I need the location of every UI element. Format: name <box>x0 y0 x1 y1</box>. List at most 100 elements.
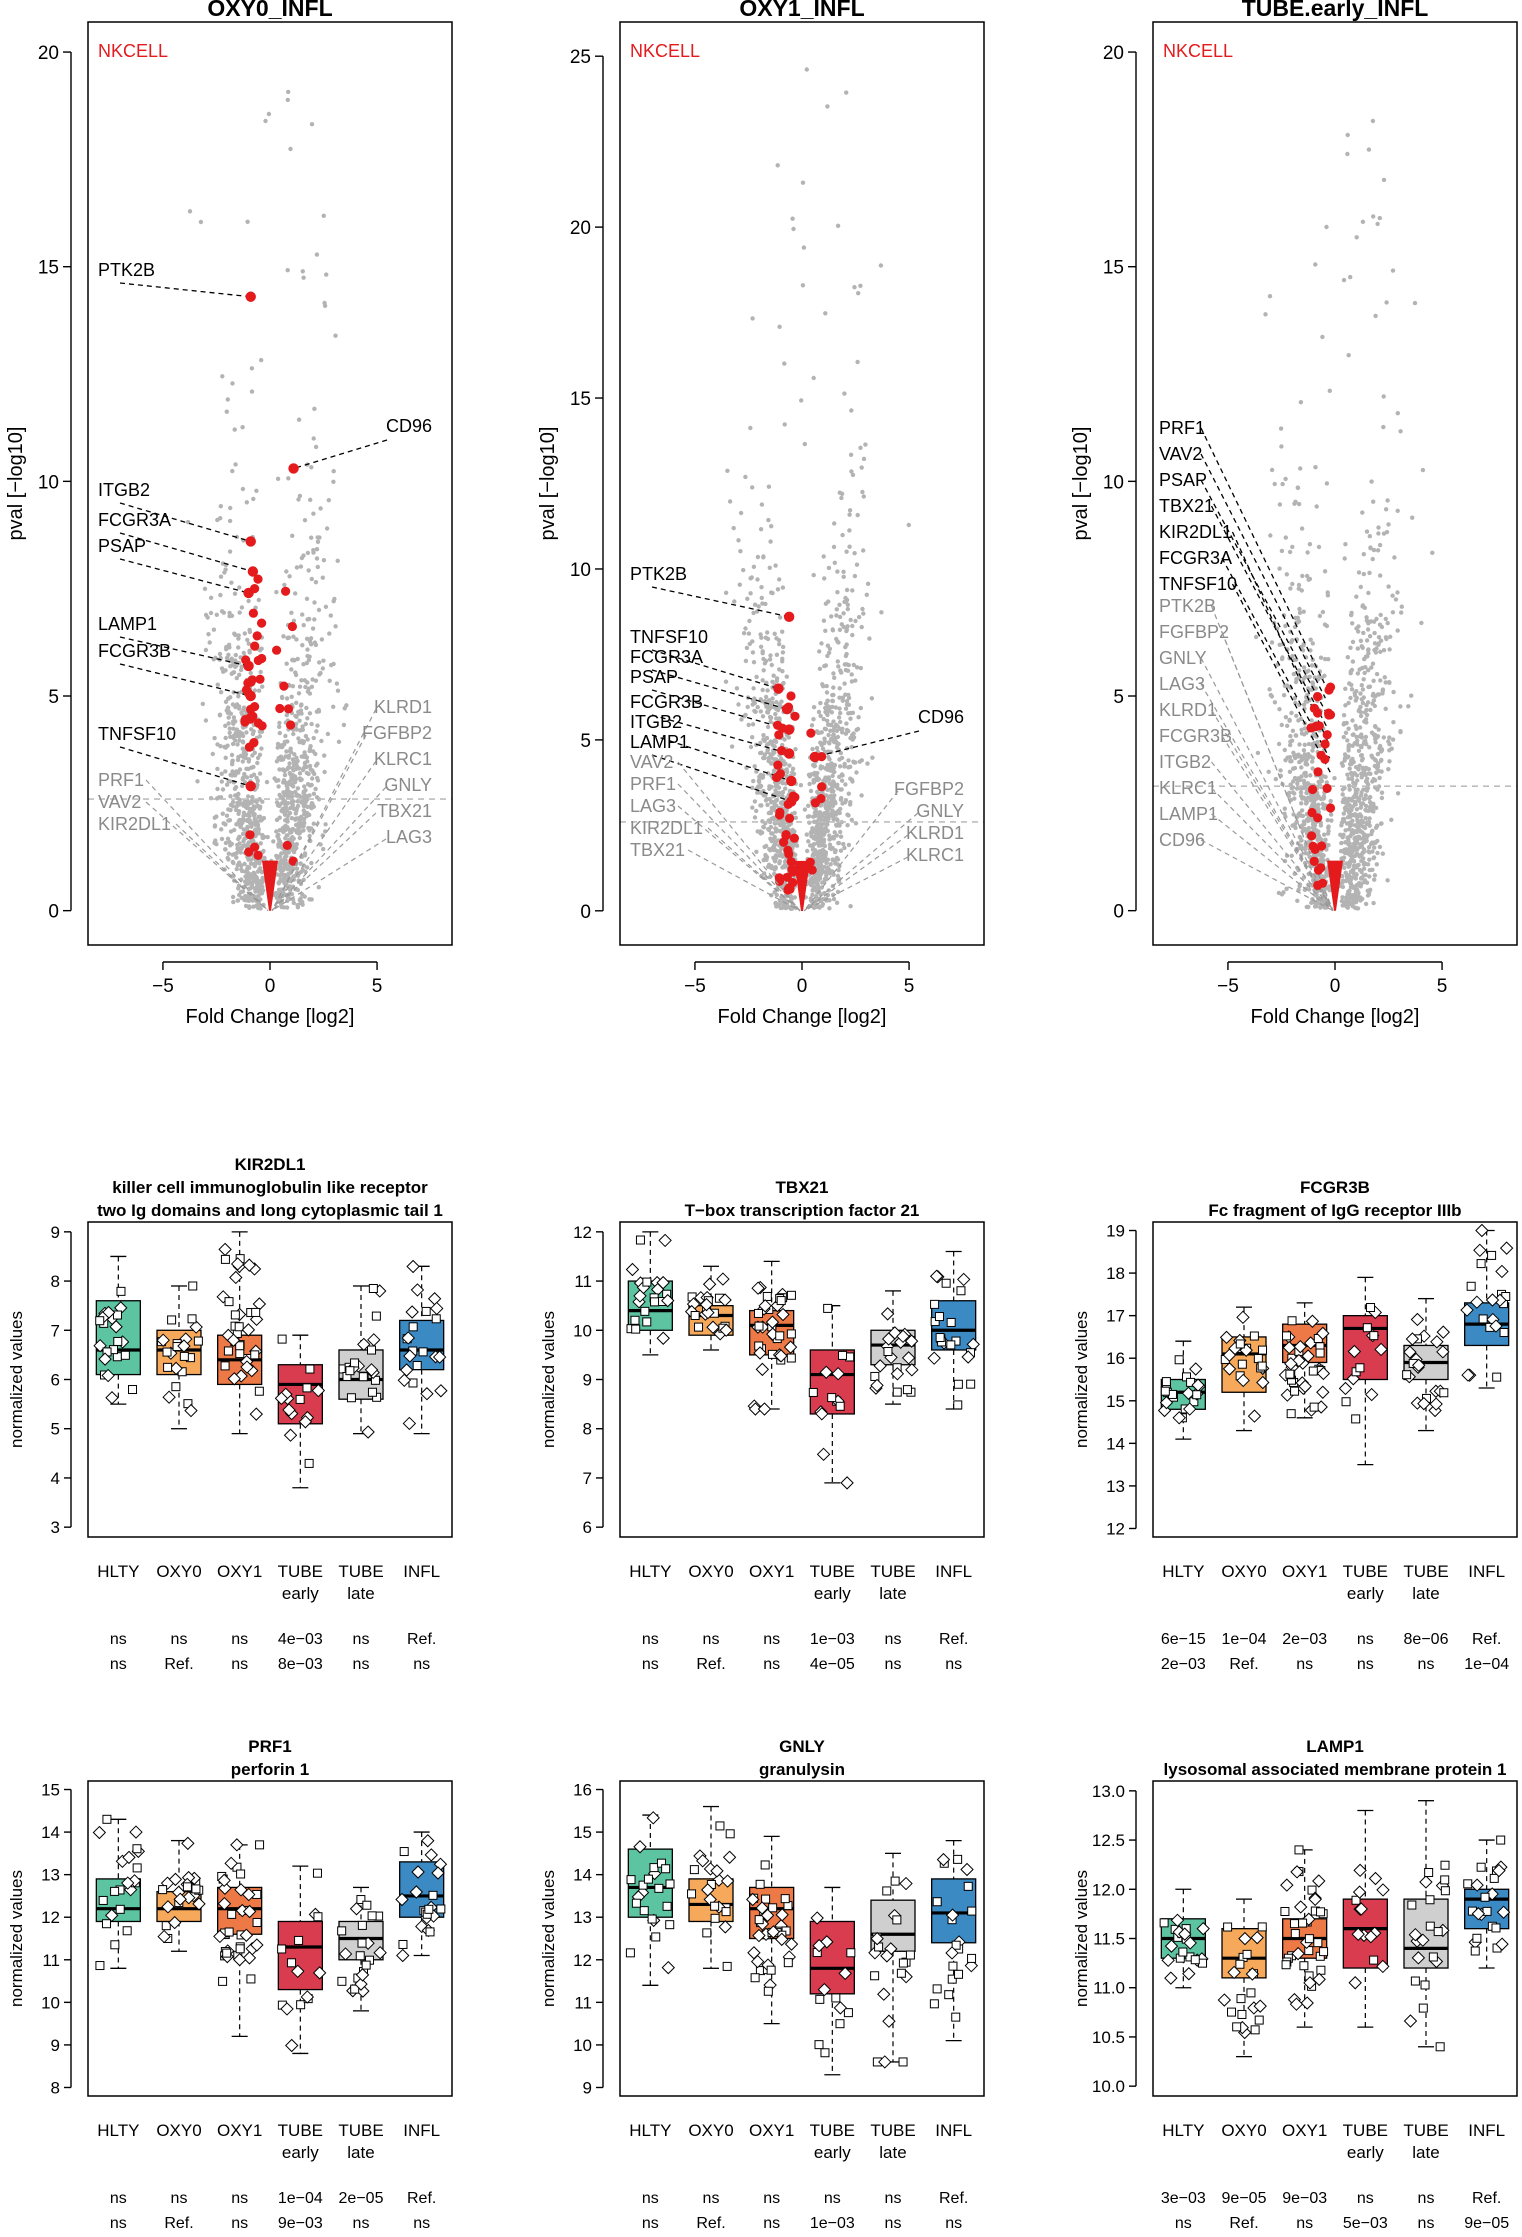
gene-point <box>860 606 865 612</box>
box-TUBE-early <box>274 1334 326 1489</box>
gene-point <box>849 745 854 750</box>
gene-point <box>1279 548 1285 554</box>
gene-point <box>765 688 770 693</box>
gene-point <box>1365 785 1371 791</box>
gene-point <box>1368 707 1373 713</box>
gene-point <box>1362 796 1368 802</box>
gene-point <box>226 709 231 714</box>
gene-point <box>238 730 243 736</box>
sample-marker <box>892 1387 902 1397</box>
y-tick-label: 5 <box>48 687 59 708</box>
gene-point <box>852 285 857 290</box>
gene-point <box>1365 820 1370 825</box>
gene-connector <box>271 760 377 911</box>
sample-marker <box>1316 1366 1331 1381</box>
gene-point <box>748 744 754 750</box>
gene-point <box>1350 659 1356 664</box>
sample-marker <box>95 1316 105 1326</box>
gene-point <box>743 626 748 631</box>
gene-point <box>1313 893 1319 898</box>
y-tick-label: 12 <box>41 1908 60 1927</box>
highlight-point <box>244 847 254 857</box>
gene-point <box>826 722 831 727</box>
gene-point-outlier <box>1345 151 1350 157</box>
gene-point <box>247 905 252 910</box>
sample-marker <box>1473 1243 1487 1258</box>
gene-point <box>313 580 319 585</box>
group-label: early <box>1347 1584 1384 1603</box>
gene-point <box>1352 835 1358 841</box>
highlight-point <box>248 608 258 618</box>
gene-point <box>758 803 763 808</box>
gene-point <box>240 820 245 826</box>
gene-point <box>1365 700 1371 705</box>
gene-point <box>829 710 834 715</box>
gene-point <box>1302 732 1307 737</box>
gene-point <box>284 749 289 754</box>
gene-point <box>301 828 306 833</box>
gene-point <box>1375 823 1380 828</box>
gene-point <box>844 721 849 726</box>
gene-point <box>817 876 823 881</box>
highlight-point <box>250 641 260 651</box>
group-label: TUBE <box>870 1562 915 1581</box>
boxplot-gene-title: TBX21 <box>776 1178 829 1197</box>
sample-marker <box>1410 1312 1425 1327</box>
highlight-point <box>1316 863 1326 873</box>
box-HLTY <box>93 1255 141 1405</box>
sample-marker <box>901 1351 916 1365</box>
pval-row2: Ref. <box>164 1656 193 1673</box>
sample-marker <box>642 1317 652 1327</box>
highlight-point-ITGB2 <box>245 536 256 547</box>
origin-marker <box>1327 860 1343 911</box>
gene-point <box>1292 775 1298 781</box>
highlight-point <box>272 645 282 655</box>
gene-point <box>1360 801 1365 806</box>
gene-point <box>295 799 300 804</box>
gene-point <box>770 831 775 836</box>
gene-point <box>230 702 236 707</box>
gene-point <box>333 624 338 629</box>
gene-point <box>286 765 292 770</box>
sample-marker <box>966 1379 976 1389</box>
gene-label-LAMP1: LAMP1 <box>630 732 689 752</box>
gene-point <box>277 767 282 772</box>
sample-marker <box>1429 1397 1443 1411</box>
y-tick-label: 15 <box>41 1781 60 1800</box>
gene-point <box>1367 889 1372 894</box>
gene-point <box>251 496 256 502</box>
gene-point <box>1372 873 1378 878</box>
gene-point <box>1318 905 1323 910</box>
gene-point <box>289 667 294 672</box>
gene-point <box>242 861 247 867</box>
gene-point <box>265 834 270 840</box>
gene-point <box>820 682 825 687</box>
gene-label-LAMP1: LAMP1 <box>1159 804 1218 824</box>
gene-point <box>297 684 303 689</box>
gene-point-outlier <box>823 311 828 316</box>
gene-point <box>303 799 308 805</box>
gene-point <box>761 668 766 673</box>
gene-point <box>1316 802 1321 807</box>
gene-point <box>327 631 332 636</box>
gene-point <box>290 884 296 889</box>
gene-point <box>732 599 737 604</box>
gene-point <box>311 550 316 555</box>
highlight-point <box>1325 803 1336 813</box>
gene-connector <box>803 790 899 912</box>
gene-point-outlier <box>1371 214 1376 219</box>
gene-point <box>278 861 283 866</box>
gene-connector <box>175 823 269 912</box>
gene-point <box>235 800 240 806</box>
sample-marker <box>397 1373 412 1388</box>
gene-point <box>762 871 767 876</box>
gene-connector <box>651 586 790 618</box>
gene-point <box>780 793 785 799</box>
gene-point <box>236 847 241 852</box>
x-tick-label: −5 <box>684 976 706 997</box>
gene-point <box>232 427 237 432</box>
sample-marker <box>361 1425 375 1439</box>
y-tick-label: 13 <box>1106 1477 1125 1496</box>
sample-marker <box>694 1322 704 1332</box>
